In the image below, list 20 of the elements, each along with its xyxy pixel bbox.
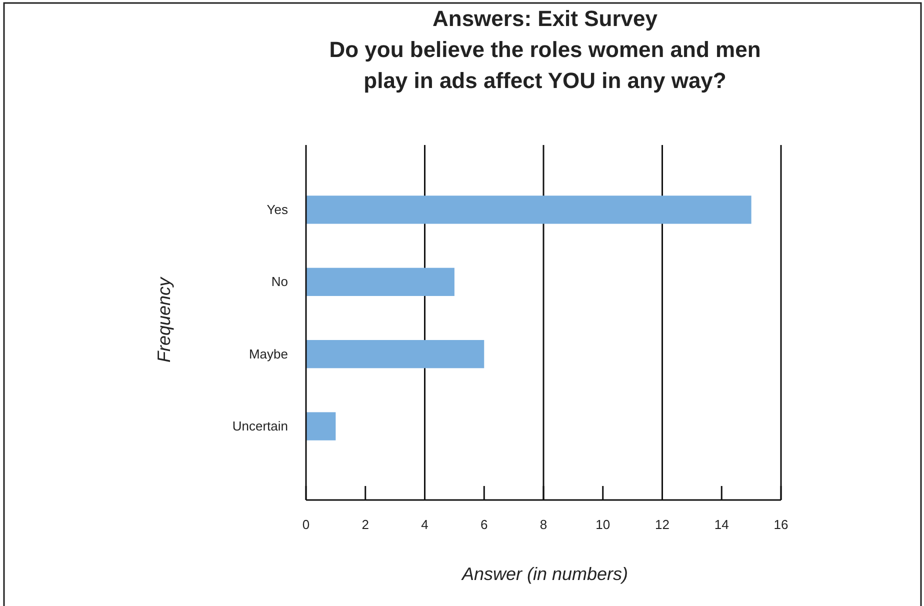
x-tick-label: 16 (774, 517, 788, 532)
bar (306, 340, 484, 368)
y-axis-title: Frequency (154, 276, 174, 363)
y-tick-label: No (271, 274, 288, 290)
bar (306, 412, 336, 440)
x-tick-label: 4 (421, 517, 428, 532)
x-tick-label: 12 (655, 517, 670, 532)
x-tick-label: 2 (362, 517, 369, 532)
bar (306, 268, 454, 296)
x-axis-title: Answer (in numbers) (460, 564, 628, 584)
y-tick-label: Maybe (248, 346, 288, 362)
x-tick-label: 6 (480, 517, 488, 532)
bar (306, 196, 752, 224)
x-tick-label: 8 (540, 517, 548, 532)
chart-title: Answers: Exit Survey Do you believe the roles women and men play in ads affect YOU in any way? (329, 6, 761, 93)
y-tick-label: Uncertain (232, 418, 288, 434)
x-tick-label: 14 (714, 517, 729, 532)
y-tick-label: Yes (266, 202, 288, 217)
x-tick-label: 0 (302, 517, 310, 532)
x-tick-label: 10 (596, 517, 610, 532)
